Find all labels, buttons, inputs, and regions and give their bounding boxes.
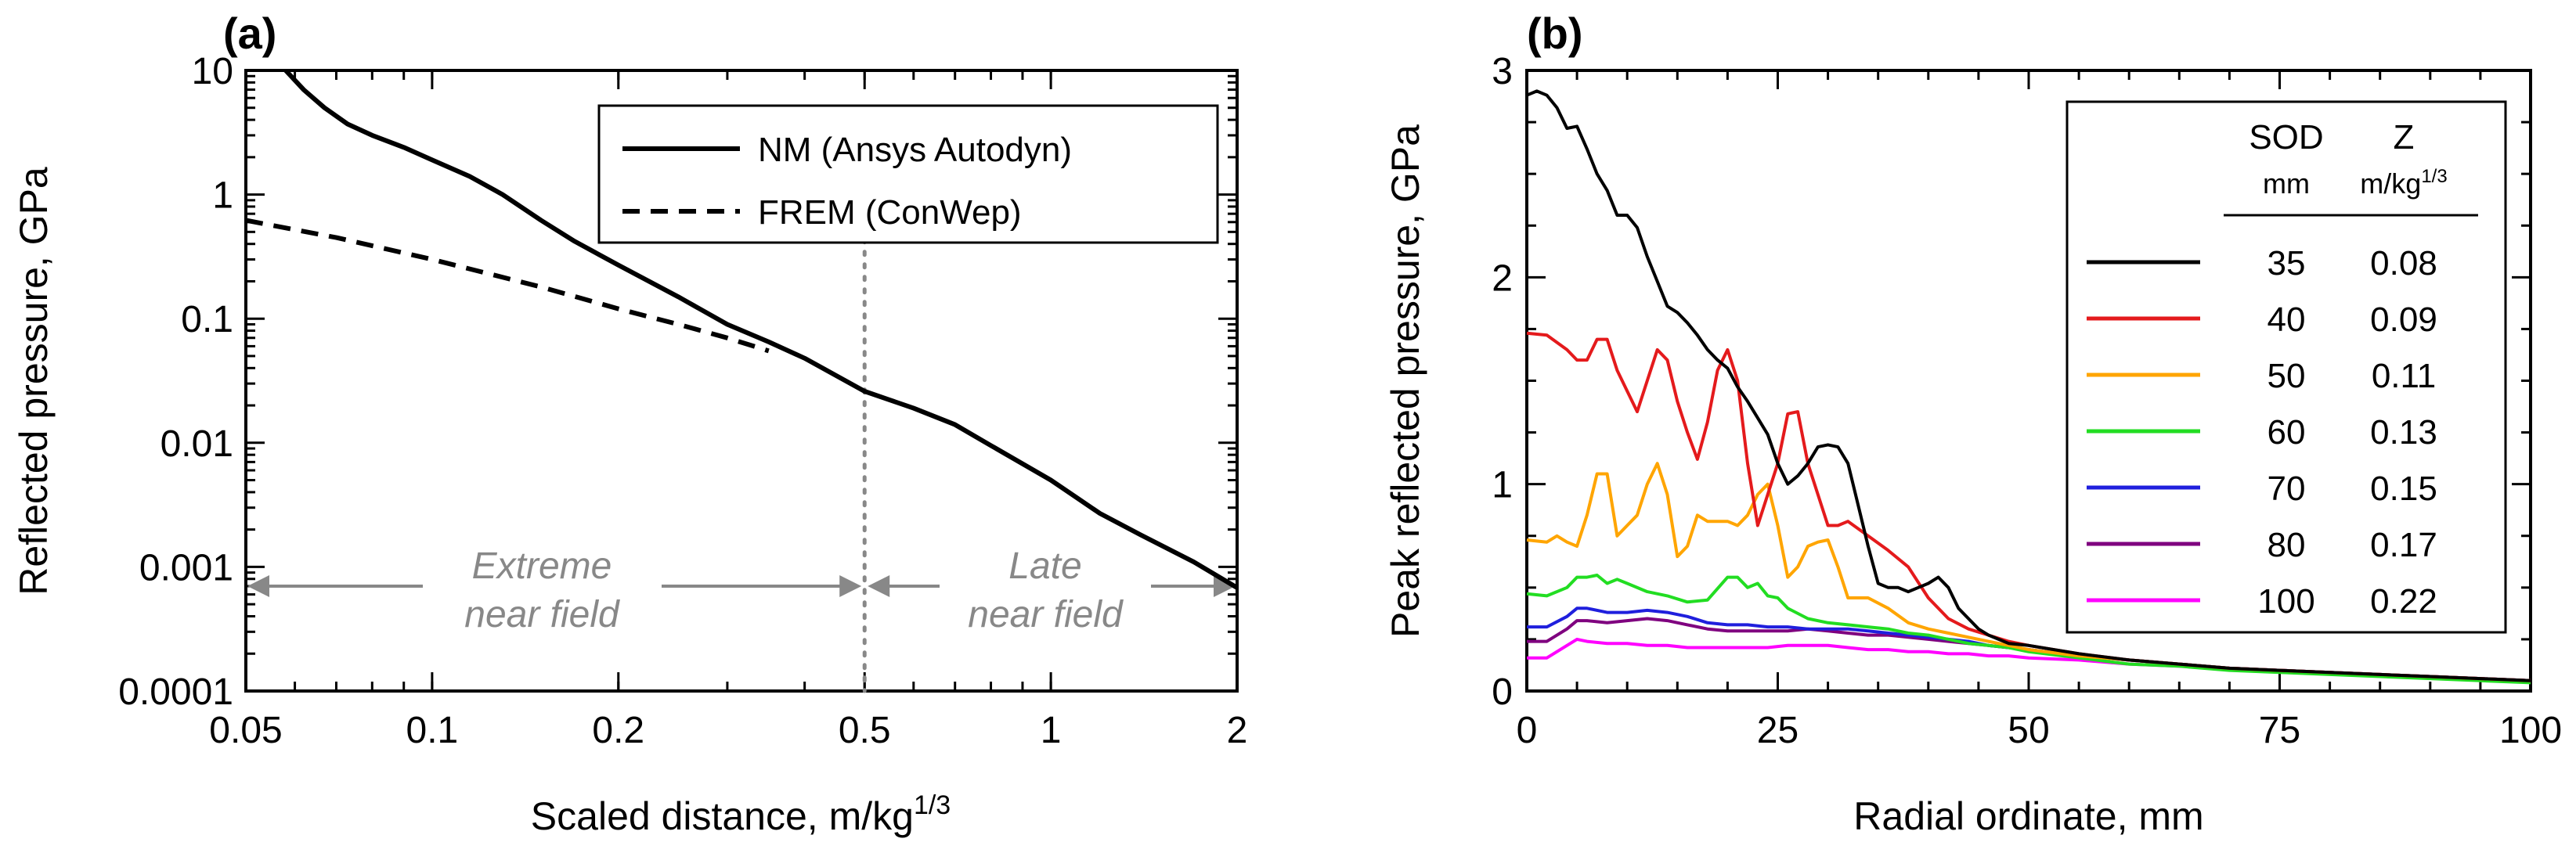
- panel-a-plot-frame: [244, 69, 1239, 693]
- x-tick-label: 25: [1757, 710, 1799, 751]
- legend-sod-value: 100: [2257, 582, 2314, 621]
- legend-sod-value: 70: [2268, 470, 2306, 508]
- legend-z-value: 0.11: [2372, 357, 2436, 395]
- panel-b-label: (b): [1527, 9, 1583, 58]
- legend-z-value: 0.08: [2370, 244, 2437, 283]
- panel-a-legend-box: [597, 104, 1219, 244]
- x-tick-label: 1: [1041, 710, 1062, 751]
- y-tick-label: 0.001: [139, 547, 233, 588]
- panel-b-y-axis-title: Peak reflected pressure, GPa: [1384, 124, 1427, 638]
- panel-a-x-axis-title-sup: 1/3: [914, 790, 951, 820]
- panel-a-x-axis-title: Scaled distance, m/kg1/3: [531, 790, 951, 838]
- late-arrow-head-left: [868, 574, 890, 597]
- legend-sod-value: 80: [2268, 526, 2306, 564]
- late-arrow-head-right: [1214, 574, 1236, 597]
- panel-a: (a) 0.05 0.1 0.2 0.5 1 2 0.0001 0.001 0.01 0.1 1 10…: [12, 9, 1247, 838]
- y-tick-label: 10: [192, 51, 233, 92]
- legend-z-value: 0.09: [2370, 301, 2437, 339]
- y-tick-label: 2: [1492, 257, 1513, 299]
- y-tick-label: 0: [1492, 671, 1513, 713]
- legend-z-value: 0.17: [2370, 526, 2437, 564]
- legend-header-z-unit: m/kg1/3: [2360, 166, 2447, 200]
- y-tick-label: 0.0001: [118, 671, 233, 713]
- panel-a-x-axis-title-main: Scaled distance, m/kg: [531, 794, 914, 838]
- panel-a-label: (a): [223, 9, 276, 58]
- legend-label-frem: FREM (ConWep): [758, 193, 1022, 232]
- extreme-arrow-head-left: [247, 574, 269, 597]
- x-tick-label: 0.5: [839, 710, 891, 751]
- panel-a-legend: NM (Ansys Autodyn) FREM (ConWep): [597, 104, 1219, 244]
- legend-sod-value: 40: [2268, 301, 2306, 339]
- series-line-sod-60: [1526, 574, 2531, 685]
- legend-header-z-unit-main: m/kg: [2360, 167, 2421, 200]
- series-line-sod-35: [1526, 89, 2531, 682]
- legend-z-value: 0.15: [2370, 470, 2437, 508]
- series-line-frem: [245, 218, 770, 354]
- x-tick-label: 50: [2008, 710, 2049, 751]
- legend-label-nm: NM (Ansys Autodyn): [758, 131, 1072, 169]
- legend-z-value: 0.22: [2370, 582, 2437, 621]
- x-tick-label: 0.05: [209, 710, 282, 751]
- legend-sod-value: 60: [2268, 413, 2306, 452]
- x-tick-label: 75: [2259, 710, 2300, 751]
- x-tick-label: 0: [1517, 710, 1538, 751]
- x-tick-label: 2: [1227, 710, 1248, 751]
- late-near-field-label-line2: near field: [968, 594, 1124, 635]
- y-tick-label: 1: [1492, 465, 1513, 506]
- legend-header-sod: SOD: [2249, 118, 2323, 157]
- legend-header-z-unit-sup: 1/3: [2421, 166, 2447, 187]
- panel-b: (b) 0 25 50 75 100 0 1 2 3 SOD Z mm m/kg1/3 35 0.…: [1384, 9, 2562, 838]
- panel-a-y-axis-title: Reflected pressure, GPa: [12, 167, 56, 596]
- series-line-nm: [283, 68, 1239, 590]
- x-tick-label: 0.1: [406, 710, 459, 751]
- y-tick-label: 0.1: [181, 299, 233, 340]
- late-near-field-label-line1: Late: [1008, 545, 1081, 587]
- extreme-arrow-head-right: [839, 574, 862, 597]
- y-tick-label: 1: [212, 175, 233, 217]
- legend-z-value: 0.13: [2370, 413, 2437, 452]
- panel-b-x-axis-title: Radial ordinate, mm: [1853, 794, 2203, 838]
- legend-header-z: Z: [2394, 118, 2415, 157]
- legend-sod-value: 35: [2268, 244, 2306, 283]
- y-tick-label: 0.01: [161, 423, 233, 465]
- x-tick-label: 0.2: [592, 710, 644, 751]
- y-tick-label: 3: [1492, 51, 1513, 92]
- extreme-near-field-label-line1: Extreme: [472, 545, 612, 587]
- extreme-near-field-label-line2: near field: [464, 594, 620, 635]
- legend-header-sod-unit: mm: [2263, 167, 2310, 200]
- x-tick-label: 100: [2499, 710, 2562, 751]
- panel-b-legend: SOD Z mm m/kg1/3 35 0.08 40 0.09 50 0.11 60 0.1…: [2065, 100, 2507, 634]
- legend-sod-value: 50: [2268, 357, 2306, 395]
